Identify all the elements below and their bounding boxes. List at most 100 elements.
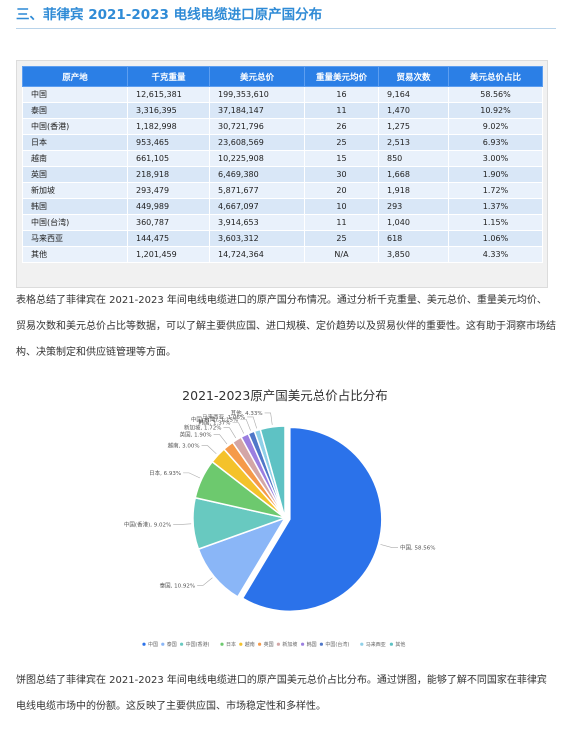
legend-entry[interactable]: 马来西亚: [366, 641, 386, 648]
slice-leader-line: [223, 427, 237, 439]
slice-leader-line: [380, 544, 398, 548]
pie-slice[interactable]: [259, 425, 286, 519]
legend-entry[interactable]: 英国: [264, 641, 274, 648]
table-row: 韩国 449,989 4,667,097 10 293 1.37%: [22, 198, 543, 215]
header-usd-per-weight: 重量美元均价: [304, 66, 379, 87]
table-row: 马来西亚 144,475 3,603,312 25 618 1.06%: [22, 230, 543, 247]
table-cell: 越南: [22, 150, 128, 167]
table-cell: 1,918: [378, 182, 449, 199]
table-cell: 953,465: [127, 134, 210, 151]
table-cell: 1.37%: [448, 198, 543, 215]
table-row: 中国(台湾) 360,787 3,914,653 11 1,040 1.15%: [22, 214, 543, 231]
table-cell: 9,164: [378, 86, 449, 103]
legend-entry[interactable]: 新加坡: [282, 641, 297, 648]
table-cell: 6,469,380: [209, 166, 305, 183]
table-cell: 360,787: [127, 214, 210, 231]
table-cell: 4,667,097: [209, 198, 305, 215]
slice-leader-line: [183, 472, 201, 479]
table-cell: 2,513: [378, 134, 449, 151]
chart-summary-paragraph: 饼图总结了菲律宾在 2021-2023 年间电线电缆进口的原产国美元总价占比分布…: [16, 675, 547, 712]
table-row: 泰国 3,316,395 37,184,147 11 1,470 10.92%: [22, 102, 543, 119]
table-cell: 3.00%: [448, 150, 543, 167]
table-row: 其他 1,201,459 14,724,364 N/A 3,850 4.33%: [22, 246, 543, 263]
table-cell: 韩国: [22, 198, 128, 215]
legend-marker: [142, 642, 146, 646]
table-cell: 英国: [22, 166, 128, 183]
slice-label: 中国(香港), 9.02%: [124, 521, 171, 529]
legend-entry[interactable]: 韩国: [307, 641, 317, 648]
legend-entry[interactable]: 中国(香港): [186, 641, 210, 648]
slice-leader-line: [197, 577, 213, 586]
page-title: 三、菲律宾 2021-2023 电线电缆进口原产国分布: [16, 7, 323, 23]
table-cell: 1.15%: [448, 214, 543, 231]
legend-entry[interactable]: 中国(台湾): [325, 641, 349, 648]
table-cell: 11: [304, 102, 379, 119]
legend-entry[interactable]: 日本: [226, 641, 236, 648]
header-usd-share: 美元总价占比: [448, 66, 543, 87]
legend-marker: [301, 642, 305, 646]
table-cell: 10.92%: [448, 102, 543, 119]
slice-label: 英国, 1.90%: [180, 431, 212, 439]
table-cell: 6.93%: [448, 134, 543, 151]
table-cell: 3,914,653: [209, 214, 305, 231]
table-cell: 20: [304, 182, 379, 199]
table-cell: 14,724,364: [209, 246, 305, 263]
table-cell: 293: [378, 198, 449, 215]
legend-marker: [389, 642, 393, 646]
table-row: 中国(香港) 1,182,998 30,721,796 26 1,275 9.02%: [22, 118, 543, 135]
pie-chart: 2021-2023原产国美元总价占比分布 中国, 58.56% 泰国, 10.92…: [100, 378, 470, 658]
legend-marker: [161, 642, 165, 646]
pie-slice[interactable]: [241, 426, 383, 613]
table-cell: 9.02%: [448, 118, 543, 135]
legend-marker: [220, 642, 224, 646]
slice-label: 马来西亚, 1.06%: [202, 413, 245, 421]
legend-entry[interactable]: 中国: [148, 641, 158, 648]
legend-marker: [360, 642, 364, 646]
table-cell: 1,201,459: [127, 246, 210, 263]
chart-title: 2021-2023原产国美元总价占比分布: [182, 388, 388, 403]
table-cell: 199,353,610: [209, 86, 305, 103]
table-cell: 5,871,677: [209, 182, 305, 199]
table-cell: 中国(香港): [22, 118, 128, 135]
table-cell: 1.72%: [448, 182, 543, 199]
table-cell: 144,475: [127, 230, 210, 247]
table-cell: 3,850: [378, 246, 449, 263]
slice-leader-line: [173, 523, 192, 525]
table-cell: N/A: [304, 246, 379, 263]
table-cell: 马来西亚: [22, 230, 128, 247]
table-cell: 1,668: [378, 166, 449, 183]
slice-leader-line: [247, 416, 258, 429]
table-cell: 12,615,381: [127, 86, 210, 103]
table-cell: 1,040: [378, 214, 449, 231]
table-cell: 618: [378, 230, 449, 247]
table-cell: 泰国: [22, 102, 128, 119]
table-cell: 218,918: [127, 166, 210, 183]
slice-leader-line: [213, 434, 228, 445]
table-cell: 293,479: [127, 182, 210, 199]
table-cell: 10,225,908: [209, 150, 305, 167]
table-cell: 1.06%: [448, 230, 543, 247]
table-cell: 37,184,147: [209, 102, 305, 119]
table-cell: 25: [304, 230, 379, 247]
table-cell: 15: [304, 150, 379, 167]
legend-marker: [180, 642, 184, 646]
table-row: 英国 218,918 6,469,380 30 1,668 1.90%: [22, 166, 543, 183]
table-cell: 58.56%: [448, 86, 543, 103]
table-cell: 850: [378, 150, 449, 167]
table-cell: 30,721,796: [209, 118, 305, 135]
legend-entry[interactable]: 其他: [395, 641, 405, 648]
table-cell: 日本: [22, 134, 128, 151]
table-row: 日本 953,465 23,608,569 25 2,513 6.93%: [22, 134, 543, 151]
legend-entry[interactable]: 泰国: [167, 641, 177, 648]
header-usd-total: 美元总价: [209, 66, 305, 87]
table-cell: 中国: [22, 86, 128, 103]
table-cell: 1,182,998: [127, 118, 210, 135]
table-cell: 10: [304, 198, 379, 215]
table-cell: 新加坡: [22, 182, 128, 199]
table-cell: 16: [304, 86, 379, 103]
header-weight-kg: 千克重量: [127, 66, 210, 87]
table-cell: 1,275: [378, 118, 449, 135]
table-header-row: 原产地 千克重量 美元总价 重量美元均价 贸易次数 美元总价占比: [22, 66, 543, 87]
legend-entry[interactable]: 越南: [245, 641, 255, 648]
table-cell: 1.90%: [448, 166, 543, 183]
